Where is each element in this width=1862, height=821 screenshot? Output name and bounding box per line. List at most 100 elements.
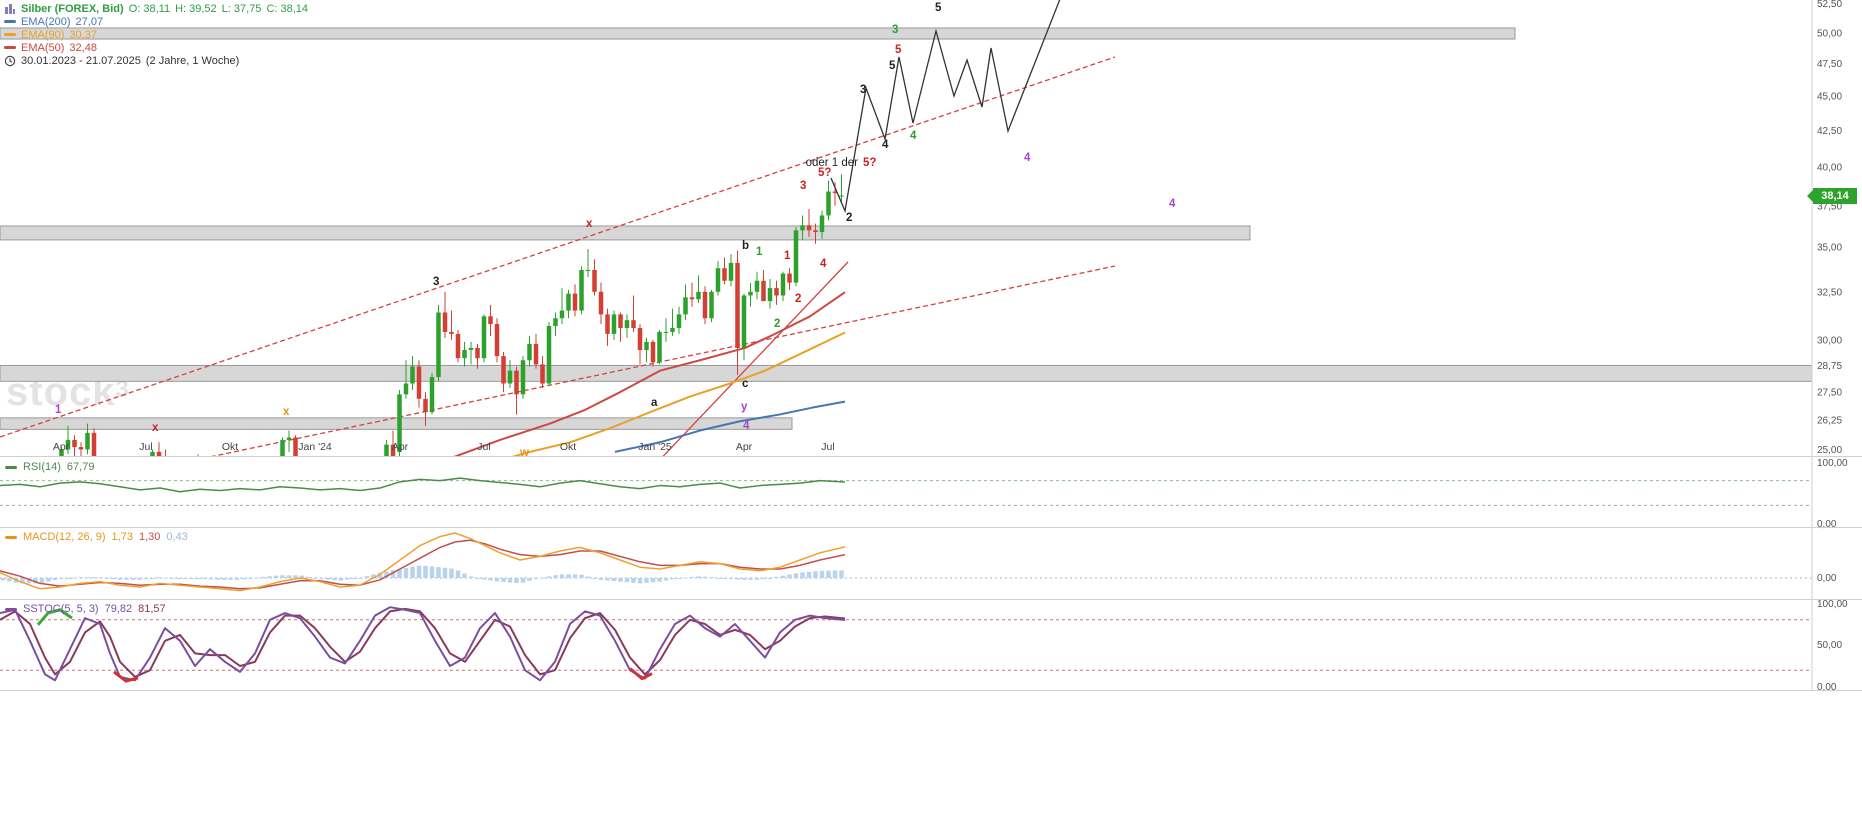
ema200-line-icon (4, 20, 16, 23)
wave-label: x (152, 422, 159, 434)
price-axis-label: 47,50 (1817, 59, 1842, 70)
wave-label: 2 (795, 293, 801, 305)
wave-label: 3 (860, 84, 866, 96)
sstoc-legend[interactable]: SSTOC(5, 5, 3) 79,82 81,57 (5, 603, 166, 615)
sstoc-value1: 79,82 (104, 603, 133, 615)
price-axis-label: 50,00 (1817, 28, 1842, 39)
wave-label: 5 (895, 44, 902, 56)
sstoc-line-icon (5, 607, 17, 611)
trendline[interactable] (0, 56, 1116, 438)
macd-value2: 1,30 (138, 531, 161, 543)
wave-label: c (742, 378, 749, 390)
wave-label: x (586, 218, 593, 230)
wave-label: 4 (1169, 198, 1176, 210)
ema200-value: 27,07 (75, 15, 104, 28)
wave-label: 3 (892, 24, 898, 36)
wave-label: oder 1 der (806, 157, 859, 169)
wave-label: 1 (756, 246, 763, 258)
wave-label: 3 (433, 276, 439, 288)
price-axis[interactable]: 52,50 50,00 47,50 45,00 42,50 40,00 37,50 35,00… (1817, 0, 1848, 693)
price-axis-label: 42,50 (1817, 126, 1842, 137)
last-price-tag: 38,14 (1807, 188, 1857, 204)
wave-label: 5 (889, 60, 896, 72)
macd-pane (0, 532, 1812, 592)
sstoc-axis-label: 100,00 (1817, 599, 1848, 610)
last-price-value: 38,14 (1821, 190, 1849, 202)
time-axis-label: Okt (560, 441, 576, 453)
wave-label: a (651, 397, 658, 409)
time-axis-label: Apr (736, 441, 753, 453)
time-axis-label: Apr (53, 441, 70, 453)
legend-ema90[interactable]: EMA(90) 30,37 (4, 28, 308, 41)
ohlc-close: C: 38,14 (266, 2, 309, 15)
price-axis-label: 32,50 (1817, 287, 1842, 298)
price-axis-label: 25,00 (1817, 445, 1842, 456)
ema-50-line (453, 291, 846, 456)
zone-rect (0, 27, 1516, 40)
price-axis-label: 26,25 (1817, 416, 1842, 427)
macd-value1: 1,73 (111, 531, 133, 543)
rsi-axis-label: 0,00 (1817, 519, 1837, 530)
zone-rect (0, 417, 793, 430)
ema50-label: EMA(50) (21, 41, 65, 54)
price-axis-label: 28,75 (1817, 361, 1842, 372)
macd-line-icon (5, 535, 17, 539)
clock-icon (4, 55, 16, 66)
rsi-line-icon (5, 465, 17, 469)
ema90-label: EMA(90) (21, 28, 65, 41)
time-axis-label: Jul (477, 441, 490, 453)
pane-dividers (0, 0, 1862, 691)
wave-label: w (519, 447, 529, 459)
time-axis-label: Apr (392, 441, 409, 453)
price-axis-label: 27,50 (1817, 388, 1842, 399)
instrument-row[interactable]: Silber (FOREX, Bid) O: 38,11 H: 39,52 L:… (4, 2, 308, 15)
wave-label: 4 (743, 420, 750, 432)
time-axis[interactable]: Apr Jul Okt Jan '24 Apr Jul Okt Jan '25 Apr Jul (53, 441, 835, 453)
trendline[interactable] (652, 261, 849, 468)
wave-label: 5? (863, 157, 876, 169)
price-axis-label: 52,50 (1817, 0, 1842, 10)
price-axis-label: 45,00 (1817, 92, 1842, 103)
ema90-value: 30,37 (69, 28, 97, 41)
time-axis-label: Okt (222, 441, 238, 453)
wave-label: y (741, 401, 748, 413)
time-axis-label: Jul (821, 441, 834, 453)
ohlc-low: L: 37,75 (221, 2, 262, 15)
legend-ema50[interactable]: EMA(50) 32,48 (4, 41, 308, 54)
rsi-value: 67,79 (66, 461, 95, 473)
instrument-name: Silber (FOREX, Bid) (21, 2, 124, 15)
price-axis-label: 35,00 (1817, 243, 1842, 254)
macd-value3: 0,43 (166, 531, 188, 543)
wave-label: 4 (882, 139, 889, 151)
ema50-line-icon (4, 46, 16, 49)
zone-rect (0, 225, 1251, 241)
support-zones (0, 27, 1812, 430)
legend-ema200[interactable]: EMA(200) 27,07 (4, 15, 308, 28)
main-pane[interactable] (0, 0, 1812, 587)
sstoc-label: SSTOC(5, 5, 3) (23, 603, 99, 615)
ema90-line-icon (4, 33, 16, 36)
wave-label: 5? (818, 167, 831, 179)
macd-legend[interactable]: MACD(12, 26, 9) 1,73 1,30 0,43 (5, 531, 188, 543)
ohlc-high: H: 39,52 (175, 2, 217, 15)
macd-axis-label: 0,00 (1817, 573, 1837, 584)
wave-label: 1 (784, 250, 791, 262)
wave-label: 2 (846, 212, 852, 224)
wave-label: 4 (1024, 152, 1031, 164)
wave-label: x (283, 406, 290, 418)
rsi-label: RSI(14) (23, 461, 61, 473)
wave-label: 1 (55, 404, 62, 416)
rsi-legend[interactable]: RSI(14) 67,79 (5, 461, 94, 473)
date-range: 30.01.2023 - 21.07.2025 (21, 54, 141, 67)
wave-projection[interactable] (830, 0, 1062, 214)
sstoc-pane (0, 606, 1812, 683)
trendlines (0, 56, 1116, 470)
sstoc-value2: 81,57 (138, 603, 166, 615)
ema200-label: EMA(200) (21, 15, 71, 28)
zone-rect (0, 364, 1812, 382)
time-axis-label: Jan '24 (298, 441, 332, 453)
trendline[interactable] (148, 265, 1116, 470)
